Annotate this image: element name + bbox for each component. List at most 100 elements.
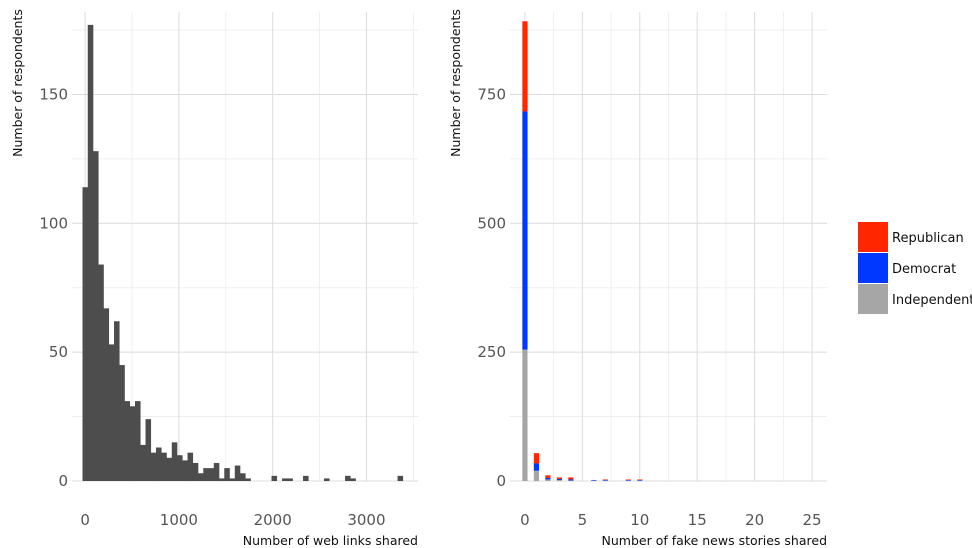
stacked-bar-segment-republican: [568, 477, 574, 480]
right-x-tick-label: 25: [803, 511, 822, 529]
histogram-bar: [87, 24, 94, 482]
stacked-bar-segment-independent: [637, 480, 643, 481]
stacked-bar-segment-independent: [568, 480, 574, 481]
histogram-bar: [82, 187, 89, 481]
stacked-bar-segment-independent: [522, 349, 528, 481]
right-x-tick-labels: 0 5 10 15 20 25: [520, 511, 821, 529]
fake-news-stacked-bars: 0 5 10 15 20 25 0 250 500 750 Number of fake new…: [448, 9, 827, 548]
legend-swatch-republican: [858, 222, 888, 252]
left-y-tick-label: 50: [49, 343, 68, 361]
right-y-axis-label: Number of respondents: [448, 9, 463, 157]
legend-swatch-independent: [858, 284, 888, 314]
left-x-tick-labels: 0 1000 2000 3000: [80, 511, 385, 529]
legend-label-independent: Independent: [892, 293, 972, 308]
stacked-bar-segment-independent: [591, 480, 597, 481]
histogram-bar: [187, 452, 194, 481]
right-y-tick-labels: 0 250 500 750: [477, 85, 506, 490]
histogram-bar: [303, 475, 309, 481]
histogram-bar: [177, 455, 183, 481]
histogram-bar: [171, 442, 178, 481]
histogram-bar: [192, 462, 199, 481]
stacked-bar-segment-republican: [556, 477, 562, 479]
stacked-bar-segment-republican: [545, 475, 551, 478]
legend-swatch-democrat: [858, 253, 888, 283]
histogram-bar: [234, 465, 241, 481]
left-y-tick-label: 100: [39, 214, 68, 232]
stacked-bar-segment-democrat: [522, 111, 528, 350]
histogram-bar: [156, 447, 162, 481]
histogram-bar: [224, 468, 230, 481]
right-bars: [522, 21, 643, 481]
histogram-bar: [114, 321, 120, 481]
stacked-bar-segment-independent: [625, 480, 631, 481]
right-y-tick-label: 250: [477, 343, 506, 361]
right-gridlines: [510, 12, 827, 482]
right-x-tick-label: 5: [578, 511, 588, 529]
right-x-tick-label: 20: [745, 511, 764, 529]
histogram-bar: [397, 475, 404, 481]
histogram-bar: [161, 452, 167, 481]
histogram-bar: [103, 308, 110, 481]
stacked-bar-segment-republican: [602, 479, 608, 480]
stacked-bar-segment-republican: [522, 21, 528, 112]
histogram-bar: [240, 473, 246, 481]
histogram-bar: [135, 401, 141, 481]
histogram-bar: [287, 478, 293, 481]
histogram-bar: [219, 478, 225, 481]
stacked-bar-segment-independent: [556, 479, 562, 481]
left-y-tick-labels: 0 50 100 150: [39, 85, 68, 490]
stacked-bar-segment-independent: [602, 480, 608, 481]
histogram-bar: [245, 478, 251, 481]
histogram-bar: [198, 473, 204, 481]
histogram-bar: [166, 457, 173, 481]
legend: Republican Democrat Independent: [858, 222, 972, 314]
right-x-tick-label: 10: [630, 511, 649, 529]
histogram-bar: [324, 478, 330, 481]
histogram-bar: [271, 475, 278, 481]
stacked-bar-segment-republican: [625, 479, 631, 480]
right-x-axis-label: Number of fake news stories shared: [602, 533, 827, 548]
right-y-tick-label: 0: [496, 472, 506, 490]
right-y-tick-label: 500: [477, 214, 506, 232]
left-y-tick-label: 0: [58, 472, 68, 490]
stacked-bar-segment-democrat: [545, 477, 551, 480]
histogram-bar: [282, 478, 288, 481]
stacked-bar-segment-democrat: [625, 479, 631, 481]
right-y-tick-label: 750: [477, 85, 506, 103]
histogram-bar: [350, 478, 356, 481]
legend-label-democrat: Democrat: [892, 262, 956, 277]
histogram-bar: [140, 444, 146, 481]
stacked-bar-segment-republican: [533, 453, 540, 464]
histogram-bar: [129, 406, 136, 481]
left-x-tick-label: 0: [80, 511, 90, 529]
web-links-histogram: 0 1000 2000 3000 0 50 100 150 Number of web li…: [10, 9, 418, 548]
legend-label-republican: Republican: [892, 231, 964, 246]
histogram-bar: [345, 475, 351, 481]
stacked-bar-segment-democrat: [637, 479, 643, 481]
histogram-bar: [213, 462, 220, 481]
stacked-bar-segment-independent: [545, 479, 551, 481]
stacked-bar-segment-democrat: [533, 463, 540, 471]
histogram-bar: [93, 151, 99, 481]
left-bars: [82, 24, 404, 482]
stacked-bar-segment-democrat: [568, 479, 574, 481]
stacked-bar-segment-independent: [533, 470, 540, 481]
histogram-bar: [108, 344, 115, 481]
left-x-tick-label: 3000: [347, 511, 385, 529]
histogram-bar: [145, 419, 152, 481]
histogram-bar: [203, 468, 209, 481]
right-x-tick-label: 15: [688, 511, 707, 529]
stacked-bar-segment-democrat: [556, 478, 562, 480]
left-y-axis-label: Number of respondents: [10, 9, 25, 157]
left-x-tick-label: 2000: [254, 511, 292, 529]
histogram-bar: [119, 365, 125, 481]
stacked-bar-segment-democrat: [591, 479, 597, 481]
histogram-bar: [208, 468, 215, 481]
histogram-bar: [124, 401, 131, 481]
right-x-tick-label: 0: [520, 511, 530, 529]
left-x-axis-label: Number of web links shared: [243, 533, 418, 548]
histogram-bar: [98, 264, 104, 481]
left-y-tick-label: 150: [39, 85, 68, 103]
stacked-bar-segment-republican: [637, 479, 643, 480]
